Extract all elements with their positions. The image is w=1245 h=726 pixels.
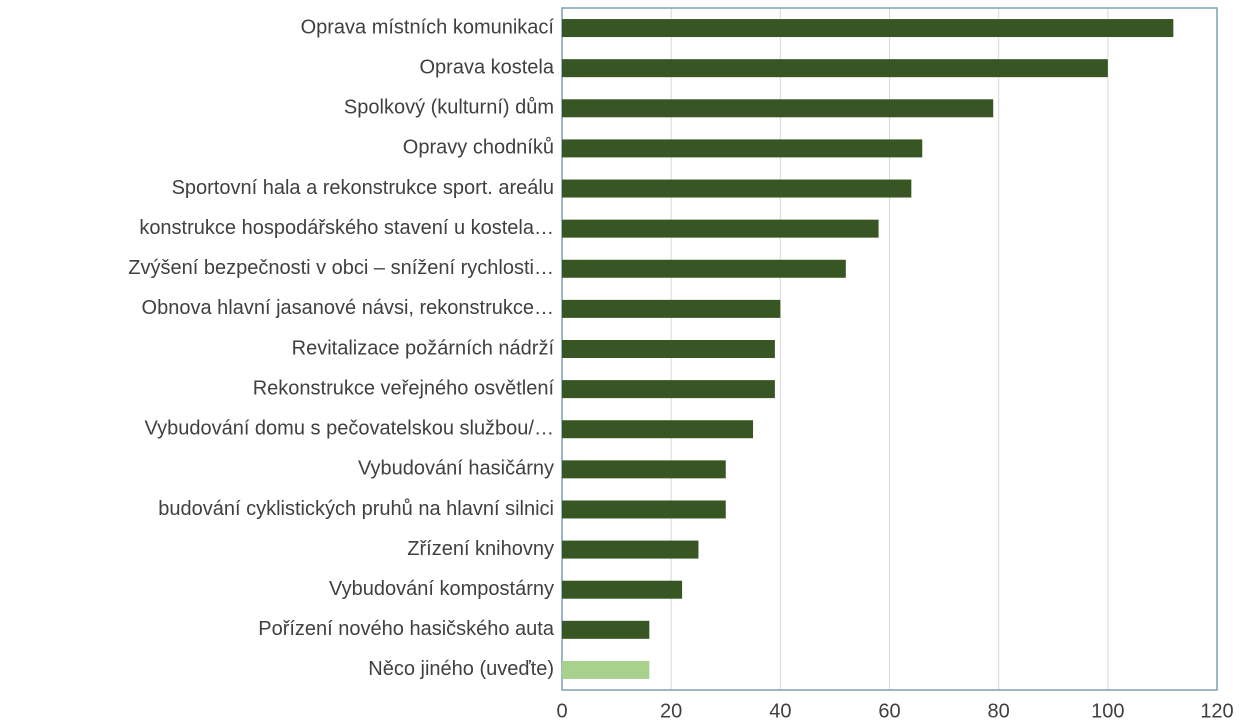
y-tick-label: Vybudování hasičárny: [358, 458, 554, 480]
y-tick-label: Oprava místních komunikací: [301, 16, 555, 38]
y-tick-label: Spolkový (kulturní) dům: [344, 97, 554, 119]
bar: [562, 460, 726, 479]
y-tick-label: Něco jiného (uveďte): [368, 658, 554, 680]
bar: [562, 299, 781, 318]
y-tick-label: Vybudování kompostárny: [329, 578, 554, 600]
x-tick-label: 100: [1091, 700, 1124, 722]
bar: [562, 380, 775, 399]
y-tick-label: Obnova hlavní jasanové návsi, rekonstruk…: [142, 297, 554, 319]
y-tick-label: budování cyklistických pruhů na hlavní s…: [158, 498, 554, 520]
y-tick-label: Oprava kostela: [419, 56, 554, 78]
bar: [562, 219, 879, 238]
x-tick-label: 20: [660, 700, 682, 722]
bar: [562, 259, 846, 278]
bar: [562, 179, 912, 198]
x-tick-label: 80: [988, 700, 1010, 722]
y-tick-label: Zřízení knihovny: [407, 538, 554, 560]
y-tick-label: Vybudování domu s pečovatelskou službou/…: [144, 418, 554, 440]
y-tick-label: Pořízení nového hasičského auta: [258, 618, 555, 640]
bar: [562, 340, 775, 358]
y-tick-label: Revitalizace požárních nádrží: [292, 337, 555, 359]
bar: [562, 99, 994, 118]
y-tick-label: Rekonstrukce veřejného osvětlení: [253, 377, 555, 399]
x-tick-label: 40: [769, 700, 791, 722]
x-tick-label: 0: [556, 700, 567, 722]
bar: [562, 620, 650, 639]
y-tick-label: Sportovní hala a rekonstrukce sport. are…: [172, 177, 554, 199]
bar: [562, 660, 650, 679]
x-tick-label: 60: [878, 700, 900, 722]
x-tick-label: 120: [1200, 700, 1233, 722]
bar: [562, 59, 1108, 78]
y-tick-label: konstrukce hospodářského stavení u koste…: [139, 217, 554, 239]
bar: [562, 420, 754, 439]
bar: [562, 500, 726, 519]
bar: [562, 580, 683, 599]
bar: [562, 139, 923, 158]
y-tick-label: Opravy chodníků: [403, 137, 554, 159]
y-tick-label: Zvýšení bezpečnosti v obci – snížení ryc…: [128, 257, 554, 279]
bar: [562, 540, 699, 559]
bar: [562, 19, 1174, 38]
